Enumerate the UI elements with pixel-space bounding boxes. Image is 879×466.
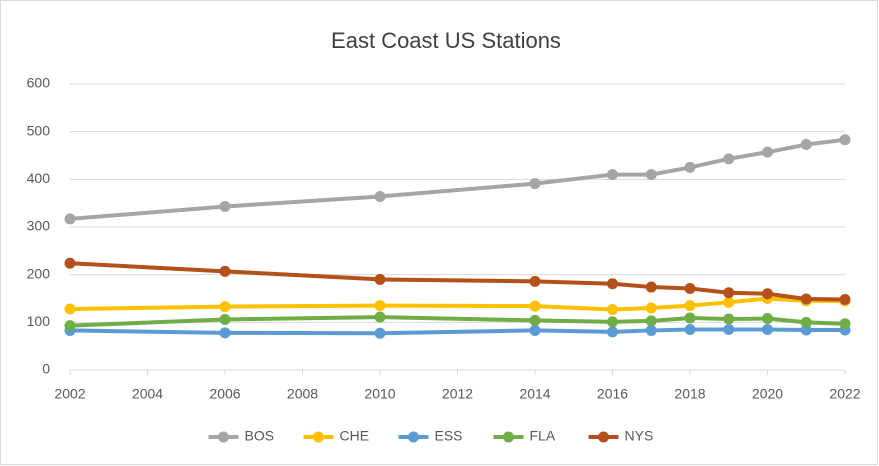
data-point <box>839 293 851 305</box>
data-point <box>374 273 386 285</box>
data-point <box>64 320 76 332</box>
data-point <box>762 288 773 300</box>
y-tick-label: 400 <box>27 170 51 186</box>
data-point <box>762 146 773 158</box>
x-tick-label: 2012 <box>442 386 473 402</box>
data-point <box>645 315 657 327</box>
y-tick-label: 500 <box>27 122 51 138</box>
data-point <box>645 302 657 314</box>
x-tick-label: 2018 <box>674 386 705 402</box>
x-tick-label: 2002 <box>54 386 85 402</box>
data-point <box>723 287 735 299</box>
data-point <box>800 324 812 336</box>
chart-title: East Coast US Stations <box>331 28 561 53</box>
data-point <box>219 313 231 325</box>
data-point <box>607 169 618 181</box>
legend-label: NYS <box>625 428 654 444</box>
data-point <box>684 323 696 335</box>
data-point <box>762 323 773 335</box>
data-point <box>800 139 812 151</box>
data-point <box>64 257 76 269</box>
legend-label: CHE <box>340 428 370 444</box>
y-tick-label: 600 <box>27 75 51 91</box>
data-point <box>607 326 618 338</box>
y-tick-label: 300 <box>27 218 51 234</box>
data-point <box>374 311 386 323</box>
data-point <box>723 296 735 308</box>
data-point <box>800 293 812 305</box>
data-point <box>607 316 618 328</box>
data-point <box>684 312 696 324</box>
x-tick-label: 2022 <box>829 386 860 402</box>
legend-label: BOS <box>245 428 275 444</box>
x-tick-label: 2016 <box>597 386 628 402</box>
data-point <box>607 278 618 290</box>
x-tick-label: 2010 <box>364 386 395 402</box>
x-tick-label: 2008 <box>287 386 318 402</box>
data-point <box>529 324 541 336</box>
data-point <box>723 313 735 325</box>
x-tick-label: 2014 <box>519 386 550 402</box>
data-point <box>64 213 76 225</box>
data-point <box>684 300 696 312</box>
data-point <box>645 324 657 336</box>
legend-label: ESS <box>435 428 463 444</box>
data-point <box>529 300 541 312</box>
data-point <box>529 178 541 190</box>
legend-marker <box>218 431 229 443</box>
data-point <box>529 275 541 287</box>
data-point <box>723 323 735 335</box>
data-point <box>645 281 657 293</box>
data-point <box>839 134 851 146</box>
x-tick-label: 2020 <box>752 386 783 402</box>
data-point <box>839 318 851 330</box>
data-point <box>219 265 231 277</box>
legend-marker <box>313 431 324 443</box>
data-point <box>723 153 735 165</box>
data-point <box>219 301 231 313</box>
data-point <box>645 169 657 181</box>
legend-marker <box>598 431 609 443</box>
legend-marker <box>503 431 514 443</box>
data-point <box>64 303 76 315</box>
data-point <box>800 316 812 328</box>
data-point <box>219 201 231 213</box>
data-point <box>374 327 386 339</box>
y-tick-label: 100 <box>27 313 51 329</box>
data-point <box>684 161 696 173</box>
y-tick-label: 200 <box>27 265 51 281</box>
x-tick-label: 2004 <box>132 386 163 402</box>
y-tick-label: 0 <box>42 361 50 377</box>
legend-marker <box>408 431 419 443</box>
data-point <box>219 327 231 339</box>
data-point <box>607 303 618 315</box>
data-point <box>762 313 773 325</box>
data-point <box>374 190 386 202</box>
data-point <box>684 282 696 294</box>
data-point <box>374 300 386 312</box>
x-tick-label: 2006 <box>209 386 240 402</box>
legend-label: FLA <box>530 428 556 444</box>
data-point <box>529 314 541 326</box>
